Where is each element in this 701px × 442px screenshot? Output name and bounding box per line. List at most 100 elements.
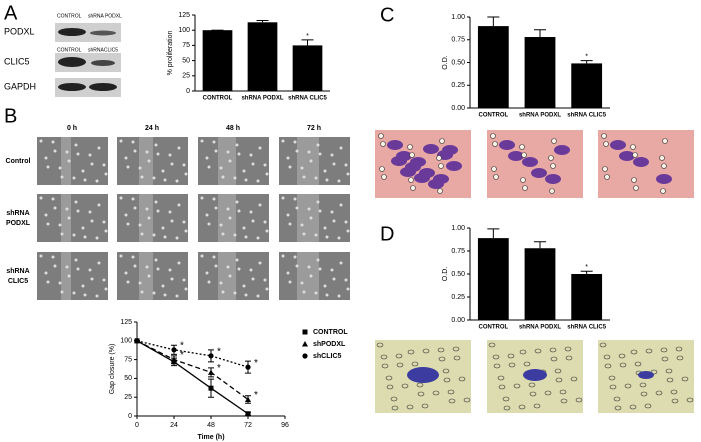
cell <box>237 152 241 156</box>
cell <box>104 172 108 176</box>
bar <box>477 26 509 109</box>
pore <box>629 404 637 410</box>
cell <box>102 163 106 167</box>
cell <box>314 291 318 295</box>
pore <box>659 155 665 161</box>
cell <box>182 220 186 224</box>
pore <box>493 363 501 369</box>
y-axis-label: O.D. <box>442 267 449 281</box>
pore <box>491 166 497 172</box>
pore <box>549 347 557 353</box>
pore <box>442 368 450 374</box>
cell <box>295 206 299 210</box>
cell <box>39 196 43 200</box>
cell <box>337 294 341 298</box>
cell <box>104 229 108 233</box>
cell <box>102 278 106 282</box>
pore <box>376 342 384 348</box>
cell <box>258 203 262 207</box>
pore <box>408 177 414 183</box>
cell <box>316 143 320 147</box>
cell <box>244 293 248 297</box>
cell <box>323 284 327 288</box>
cell <box>318 267 322 271</box>
bar <box>202 30 233 91</box>
cell <box>81 284 85 288</box>
pore <box>604 363 612 369</box>
pore <box>492 354 500 360</box>
x-axis-label: Time (h) <box>197 434 224 441</box>
cell <box>207 165 211 169</box>
pore <box>436 155 442 161</box>
cell <box>76 152 80 156</box>
pore <box>378 133 384 139</box>
cell <box>256 294 260 298</box>
cell <box>244 235 248 239</box>
significance: * <box>217 346 221 357</box>
scratch-gap <box>218 194 236 242</box>
pore <box>614 405 622 411</box>
pore <box>570 376 578 382</box>
cell <box>263 163 267 167</box>
x-tick-label: shRNA CLIC5 <box>288 96 327 102</box>
stained-cell <box>610 140 626 150</box>
pore <box>666 377 674 383</box>
cell <box>219 166 223 170</box>
cell <box>104 287 108 291</box>
cell <box>233 233 237 237</box>
cell <box>140 290 144 294</box>
y-tick-label: 0 <box>128 413 132 420</box>
cell <box>286 156 290 160</box>
scratch-image <box>37 252 108 300</box>
pore <box>632 152 638 158</box>
pore <box>492 141 498 147</box>
pore <box>661 163 667 169</box>
cell <box>281 254 285 258</box>
error-bar <box>580 60 593 64</box>
cell <box>228 274 232 278</box>
legend-marker <box>302 353 308 359</box>
cell <box>233 176 237 180</box>
column-header: 72 h <box>307 125 321 132</box>
cell <box>300 166 304 170</box>
y-tick-label: 0.75 <box>451 248 465 255</box>
pore <box>670 389 678 395</box>
error-bar <box>208 349 214 363</box>
pore <box>619 362 627 368</box>
cell <box>221 290 225 294</box>
cell <box>147 274 151 278</box>
cell <box>346 287 350 291</box>
pore <box>518 404 526 410</box>
cell <box>102 220 106 224</box>
y-tick-label: 75 <box>124 356 132 363</box>
bar <box>292 45 323 91</box>
error-bar <box>580 270 593 274</box>
cell <box>300 281 304 285</box>
cell <box>163 235 167 239</box>
blot-images <box>55 23 121 97</box>
cell <box>53 264 57 268</box>
legend-marker <box>302 341 308 347</box>
cell <box>242 284 246 288</box>
bar <box>571 63 603 108</box>
pore <box>409 152 415 158</box>
pore <box>613 396 621 402</box>
cell <box>339 203 343 207</box>
stained-cell <box>531 168 547 178</box>
significance: * <box>254 358 258 369</box>
bar <box>247 22 278 92</box>
cell <box>39 139 43 143</box>
stained-cell <box>619 151 635 161</box>
pore <box>661 356 669 362</box>
pore <box>395 353 403 359</box>
cell <box>168 268 172 272</box>
y-tick-label: 0.00 <box>451 105 465 112</box>
cell <box>83 178 87 182</box>
cell <box>138 223 142 227</box>
pore <box>458 376 466 382</box>
cell <box>258 261 262 265</box>
cell <box>119 254 123 258</box>
pore <box>519 349 527 355</box>
cell <box>88 268 92 272</box>
